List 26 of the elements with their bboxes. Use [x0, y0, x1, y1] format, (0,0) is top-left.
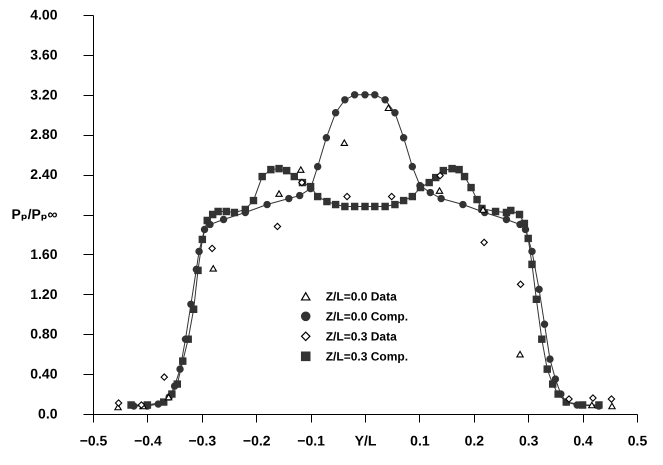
legend-label: Z/L=0.3 Comp. — [326, 349, 408, 364]
legend-label: Z/L=0.3 Data — [326, 329, 398, 344]
y-tick-label: 2.80 — [30, 126, 58, 142]
y-tick-label: 2.40 — [30, 166, 58, 182]
x-tick-label: 0.1 — [410, 432, 430, 448]
y-axis-title: Pₚ/Pₚ∞ — [12, 206, 58, 222]
y-tick-label: 1.60 — [30, 246, 58, 262]
x-tick-label: 0.5 — [628, 432, 648, 448]
x-tick-label: −0.1 — [297, 432, 326, 448]
y-tick-label: 4.00 — [30, 6, 58, 22]
x-axis-title: Y/L — [354, 432, 377, 448]
x-tick-label: −0.5 — [80, 432, 108, 448]
x-tick-label: −0.4 — [134, 432, 162, 448]
x-tick-label: −0.2 — [242, 432, 271, 448]
legend-label: Z/L=0.0 Comp. — [326, 309, 408, 324]
y-tick-label: 0.80 — [30, 326, 58, 342]
x-tick-label: 0.2 — [464, 432, 484, 448]
legend-label: Z/L=0.0 Data — [326, 289, 398, 304]
x-tick-label: 0.4 — [573, 432, 594, 448]
y-tick-label: 0.0 — [38, 406, 58, 422]
y-tick-label: 0.40 — [30, 366, 58, 382]
y-tick-label: 3.60 — [30, 46, 58, 62]
x-tick-label: 0.3 — [518, 432, 539, 448]
x-tick-label: −0.3 — [188, 432, 216, 448]
y-tick-label: 3.20 — [30, 86, 58, 102]
y-tick-label: 1.20 — [30, 286, 58, 302]
